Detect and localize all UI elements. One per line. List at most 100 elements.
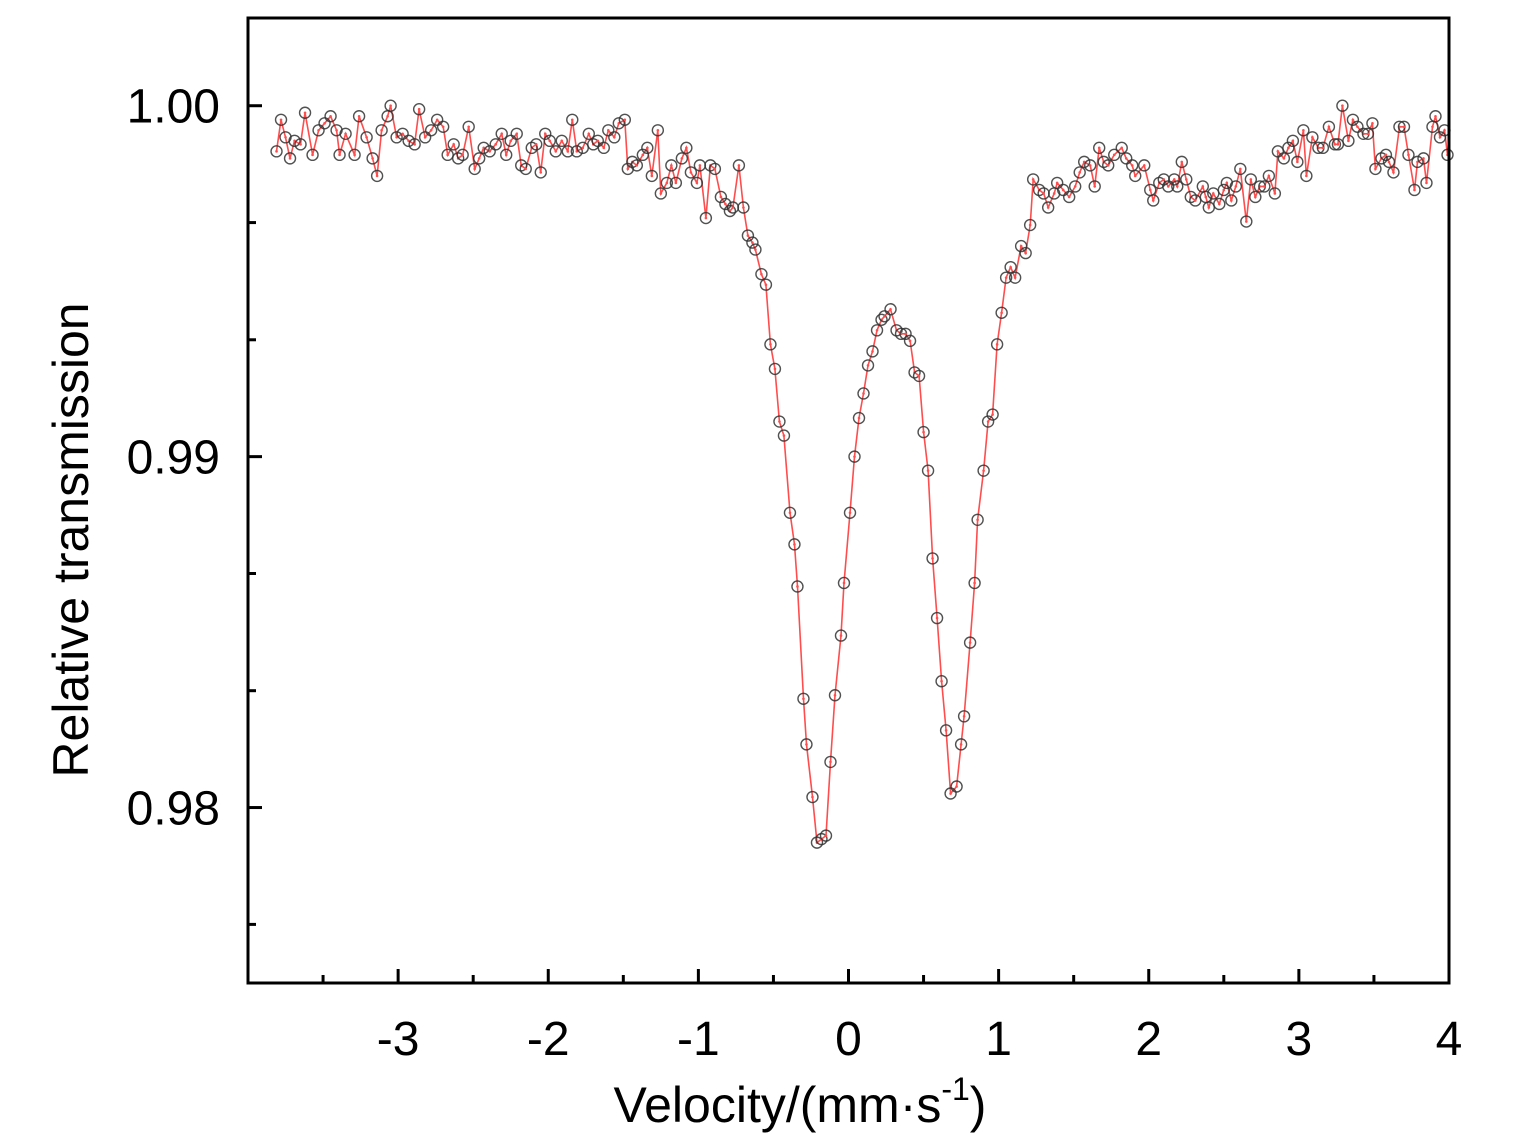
data-point-center — [1019, 244, 1023, 248]
data-point — [288, 134, 301, 148]
x-tick-label: -3 — [377, 1013, 420, 1066]
data-point — [1138, 159, 1151, 172]
data-point-center — [742, 206, 745, 209]
data-point-center — [1130, 164, 1134, 167]
axis-ticks — [248, 104, 1451, 983]
data-point-center — [782, 434, 786, 437]
data-point — [749, 243, 762, 256]
data-point-center — [1422, 157, 1425, 160]
data-point — [472, 152, 486, 165]
data-point — [1306, 131, 1319, 144]
data-point-center — [802, 697, 805, 701]
data-point — [1077, 155, 1091, 169]
data-point-center — [1031, 178, 1035, 181]
data-point — [1041, 201, 1055, 214]
data-point — [424, 124, 438, 137]
data-point — [957, 710, 971, 723]
data-point-center — [650, 174, 654, 178]
data-point-center — [695, 181, 699, 185]
x-tick-label: 2 — [1135, 1013, 1162, 1066]
data-point — [1282, 141, 1295, 155]
plot-frame — [246, 16, 1451, 985]
data-point-center — [1291, 139, 1295, 143]
data-point — [1240, 215, 1253, 228]
data-point — [1379, 148, 1393, 162]
data-point — [764, 338, 777, 351]
data-point-center — [680, 157, 684, 160]
data-point — [1336, 99, 1349, 112]
data-point-center — [539, 171, 543, 174]
y-tick-label: 1.00 — [127, 81, 220, 134]
data-point — [561, 145, 574, 158]
data-point — [1397, 120, 1411, 133]
data-point-center — [1431, 125, 1434, 129]
data-point-center — [1218, 202, 1221, 206]
data-point-center — [1175, 185, 1179, 188]
data-point — [875, 313, 888, 326]
data-point-center — [986, 420, 990, 423]
data-point-center — [1425, 181, 1428, 185]
data-point — [636, 148, 650, 162]
series-line — [275, 105, 1449, 845]
data-point — [283, 152, 297, 165]
data-point — [1108, 148, 1121, 162]
data-point — [834, 629, 848, 642]
data-point-center — [1201, 185, 1205, 188]
data-point — [921, 464, 935, 477]
data-point — [708, 162, 722, 176]
data-point — [1286, 134, 1300, 148]
data-point-center — [1120, 146, 1124, 150]
data-point-center — [670, 164, 673, 167]
data-point-center — [357, 114, 361, 118]
data-point-center — [323, 121, 326, 125]
data-point-center — [1225, 181, 1229, 185]
data-point-center — [1073, 185, 1077, 188]
data-point-center — [1212, 192, 1215, 195]
data-point — [680, 141, 693, 155]
x-axis-title: Velocity/(mm·s-1) — [614, 1071, 987, 1133]
x-axis-title-superscript: -1 — [941, 1071, 969, 1107]
data-point-center — [871, 350, 874, 353]
data-point — [843, 506, 857, 519]
data-point-center — [811, 795, 814, 799]
data-point-center — [1193, 199, 1197, 202]
data-point-center — [1263, 185, 1266, 188]
y-tick-label: 0.99 — [127, 432, 220, 485]
data-point — [597, 141, 610, 155]
data-point — [534, 166, 547, 179]
data-point — [555, 134, 568, 148]
data-point — [675, 152, 689, 165]
data-point-center — [1112, 153, 1116, 157]
data-point-center — [788, 511, 792, 515]
data-point — [1093, 141, 1106, 155]
data-point-center — [1207, 206, 1211, 209]
data-point-center — [1311, 136, 1314, 139]
data-point — [773, 415, 786, 428]
data-point-center — [764, 283, 768, 286]
data-point-center — [995, 343, 999, 346]
data-point-center — [275, 150, 278, 153]
data-point-center — [875, 329, 879, 332]
data-point-center — [554, 150, 558, 153]
data-point — [366, 152, 379, 165]
data-point-center — [389, 104, 392, 108]
data-point — [1073, 166, 1086, 179]
data-point — [306, 148, 319, 162]
data-point-center — [435, 118, 439, 122]
data-point — [375, 124, 388, 137]
data-point-center — [515, 132, 519, 136]
data-point — [1171, 180, 1184, 193]
data-point — [899, 327, 912, 341]
data-point — [1115, 141, 1128, 155]
data-point-center — [317, 128, 320, 132]
data-point-center — [587, 132, 591, 136]
data-point — [549, 145, 562, 158]
data-point — [824, 755, 837, 769]
data-point — [456, 148, 469, 162]
data-point — [866, 345, 879, 358]
data-point — [665, 159, 678, 172]
data-point-center — [1305, 174, 1308, 178]
data-point-center — [731, 206, 735, 209]
data-point-center — [1254, 195, 1257, 199]
data-point-center — [778, 420, 781, 423]
